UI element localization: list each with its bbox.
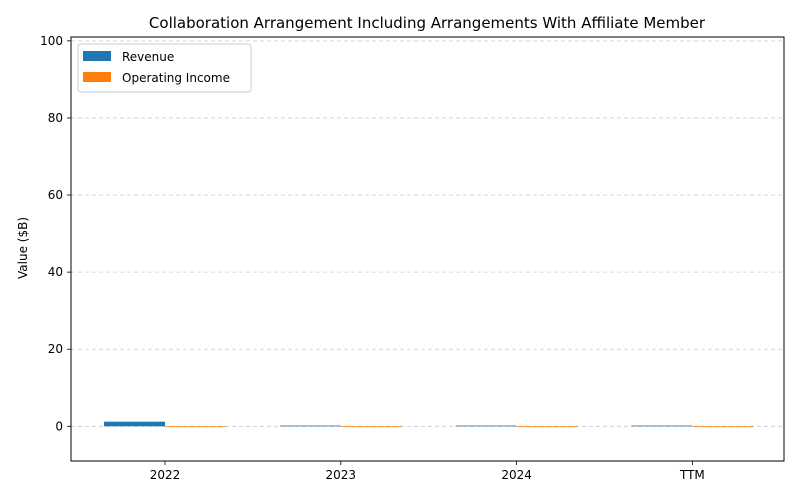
bar-operating-income [340,426,402,428]
axes [70,36,785,462]
x-tick-label: 2024 [501,468,532,482]
bar-operating-income [692,426,754,428]
tick-labels: 0 20 40 60 80 100 2022 2023 2024 TTM [40,34,705,482]
y-tick-label: 40 [48,265,63,279]
y-tick-label: 20 [48,342,63,356]
y-tick-label: 60 [48,188,63,202]
legend-swatch [83,72,111,82]
y-tick-label: 100 [40,34,63,48]
bar-revenue [279,425,341,427]
legend-label: Operating Income [122,71,230,85]
bar-revenue [455,425,517,427]
legend-swatch [83,51,111,61]
bar-operating-income [165,426,226,428]
x-tick-label: 2023 [326,468,357,482]
y-tick-label: 0 [55,419,63,433]
bars [104,421,754,428]
y-tick-label: 80 [48,111,63,125]
legend-label: Revenue [122,50,174,64]
bar-operating-income [516,426,578,428]
legend-box [77,43,252,93]
chart-title: Collaboration Arrangement Including Arra… [149,14,706,32]
x-tick-label: 2022 [150,468,181,482]
bar-revenue [631,425,693,427]
x-tick-label: TTM [679,468,705,482]
y-axis-label: Value ($B) [16,217,30,279]
legend: Revenue Operating Income [77,43,252,93]
bar-revenue [104,421,165,427]
plot-frame [70,36,785,462]
grid-lines [71,40,784,427]
